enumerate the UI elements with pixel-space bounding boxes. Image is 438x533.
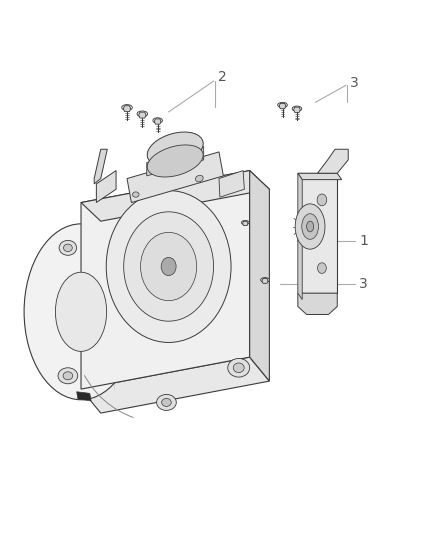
Ellipse shape (295, 204, 325, 249)
Ellipse shape (153, 118, 162, 123)
Polygon shape (293, 107, 300, 112)
Polygon shape (124, 106, 131, 111)
Polygon shape (262, 279, 268, 284)
Ellipse shape (24, 224, 138, 400)
Text: 2: 2 (218, 70, 227, 84)
Polygon shape (243, 221, 248, 225)
Polygon shape (94, 149, 107, 184)
Ellipse shape (302, 214, 318, 239)
Ellipse shape (261, 278, 269, 282)
Ellipse shape (147, 132, 203, 166)
Polygon shape (77, 392, 91, 401)
Polygon shape (96, 171, 116, 203)
Polygon shape (81, 171, 269, 221)
Ellipse shape (278, 102, 287, 108)
Ellipse shape (58, 368, 78, 384)
Polygon shape (139, 112, 146, 118)
Ellipse shape (59, 240, 77, 255)
Ellipse shape (317, 194, 327, 206)
Ellipse shape (195, 175, 203, 182)
Polygon shape (279, 103, 286, 109)
Ellipse shape (122, 104, 132, 110)
Polygon shape (147, 147, 204, 176)
Ellipse shape (161, 257, 176, 276)
Polygon shape (298, 173, 337, 293)
Polygon shape (250, 171, 269, 381)
Polygon shape (298, 173, 342, 180)
Ellipse shape (228, 358, 250, 377)
Polygon shape (318, 149, 348, 173)
Ellipse shape (157, 394, 176, 410)
Ellipse shape (162, 399, 171, 406)
Ellipse shape (292, 106, 302, 111)
Text: 3: 3 (359, 277, 368, 290)
Polygon shape (81, 357, 269, 413)
Ellipse shape (241, 221, 249, 225)
Ellipse shape (64, 244, 72, 252)
Ellipse shape (55, 272, 107, 351)
Polygon shape (154, 119, 161, 124)
Ellipse shape (318, 263, 326, 273)
Polygon shape (81, 171, 250, 389)
Ellipse shape (63, 372, 73, 379)
Polygon shape (298, 293, 337, 314)
Ellipse shape (147, 145, 203, 177)
Text: 1: 1 (359, 234, 368, 248)
Ellipse shape (137, 111, 148, 117)
Polygon shape (298, 173, 302, 300)
Ellipse shape (124, 212, 214, 321)
Ellipse shape (307, 221, 314, 232)
Ellipse shape (132, 192, 139, 197)
Text: 3: 3 (350, 76, 359, 90)
Ellipse shape (106, 191, 231, 342)
Polygon shape (219, 171, 244, 197)
Ellipse shape (233, 363, 244, 373)
Polygon shape (127, 152, 223, 203)
Ellipse shape (141, 232, 197, 301)
